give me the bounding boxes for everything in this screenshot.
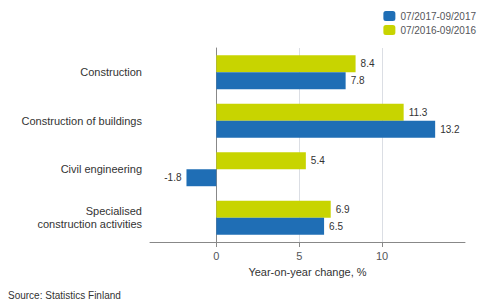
svg-text:6.9: 6.9 (336, 204, 350, 215)
svg-text:07/2017-09/2017: 07/2017-09/2017 (400, 11, 476, 22)
svg-text:8.4: 8.4 (361, 58, 375, 69)
svg-text:07/2016-09/2016: 07/2016-09/2016 (400, 25, 476, 36)
svg-text:5: 5 (296, 250, 302, 262)
svg-text:0: 0 (213, 250, 219, 262)
svg-text:Construction: Construction (80, 66, 142, 78)
svg-text:Year-on-year change, %: Year-on-year change, % (248, 266, 366, 278)
svg-text:11.3: 11.3 (409, 107, 428, 118)
svg-text:Civil engineering: Civil engineering (61, 163, 142, 175)
svg-text:Construction of buildings: Construction of buildings (22, 115, 143, 127)
svg-text:-1.8: -1.8 (164, 172, 182, 183)
svg-text:Source: Statistics Finland: Source: Statistics Finland (8, 290, 121, 301)
svg-text:6.5: 6.5 (329, 221, 343, 232)
svg-text:Specialised: Specialised (86, 205, 142, 217)
svg-text:5.4: 5.4 (311, 155, 325, 166)
svg-text:10: 10 (376, 250, 388, 262)
svg-text:construction activities: construction activities (37, 218, 142, 230)
svg-text:13.2: 13.2 (440, 124, 460, 135)
svg-text:7.8: 7.8 (351, 75, 365, 86)
